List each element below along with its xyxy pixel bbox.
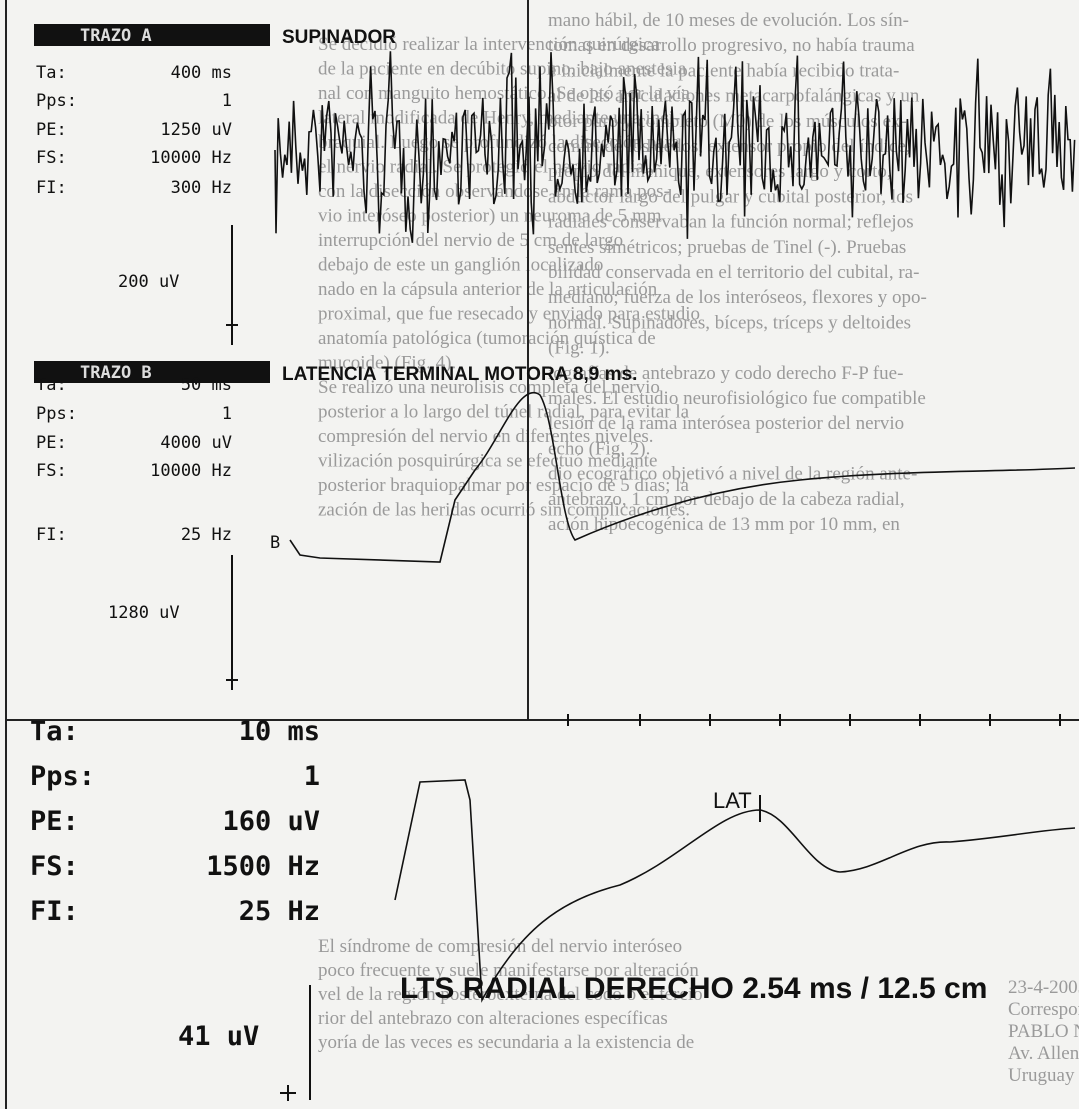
trace-title: LATENCIA TERMINAL MOTORA 8,9 ms.: [282, 364, 637, 385]
param-label: Ta:: [30, 716, 79, 747]
paragraph-line: rior del antebrazo con alteraciones espe…: [318, 1008, 668, 1029]
param-label: Pps:: [30, 761, 95, 792]
scale-label: 1280 uV: [108, 603, 180, 623]
param-value: 10000 Hz: [150, 461, 232, 481]
paragraph-line: males. El estudio neurofisiológico fue c…: [548, 388, 926, 409]
scale-label: 200 uV: [118, 272, 179, 292]
header-bar: [34, 24, 270, 46]
trace-title: SUPINADOR: [282, 27, 396, 48]
header-bar: [34, 361, 270, 383]
paragraph-line: lesión de la rama interósea posterior de…: [548, 413, 904, 434]
param-value: 10000 Hz: [150, 148, 232, 168]
param-value: 25 Hz: [239, 896, 320, 927]
paragraph-line: ación hipoecogénica de 13 mm por 10 mm, …: [548, 514, 900, 535]
param-label: FS:: [36, 148, 67, 168]
paragraph-line: radiales conservaban la función normal; …: [548, 212, 914, 233]
param-label: PE:: [36, 433, 67, 453]
param-value: 1: [222, 91, 232, 111]
param-value: 1500 Hz: [206, 851, 320, 882]
param-label: FI:: [36, 525, 67, 545]
param-value: 300 Hz: [171, 178, 232, 198]
paragraph-line: otor puro y completo (M0) de los músculo…: [548, 111, 907, 132]
paragraph-line: Uruguay 184: [1008, 1065, 1079, 1086]
paragraph-line: echo (Fig. 2).: [548, 438, 650, 459]
param-value: 4000 uV: [160, 433, 232, 453]
paragraph-line: yoría de las veces es secundaria a la ex…: [318, 1032, 694, 1053]
param-label: PE:: [36, 120, 67, 140]
param-label: FS:: [36, 461, 67, 481]
paragraph-line: mano hábil, de 10 meses de evolución. Lo…: [548, 10, 909, 31]
paragraph-line: Correspondencia:: [1008, 999, 1079, 1020]
param-value: 400 ms: [171, 63, 232, 83]
param-label: FI:: [36, 178, 67, 198]
paragraph-line: (Fig. 1).: [548, 338, 610, 359]
param-label: Ta:: [36, 63, 67, 83]
paragraph-line: Av. Allende: [1008, 1043, 1079, 1064]
trace-header: TRAZO A: [80, 26, 152, 46]
paragraph-line: tomas en desarrollo progresivo, no había…: [548, 35, 915, 56]
paragraph-line: sentes simétricos; pruebas de Tinel (-).…: [548, 237, 906, 258]
paragraph-line: e inicialmente la paciente había recibid…: [548, 60, 899, 81]
paragraph-line: bilidad conservada en el territorio del …: [548, 262, 919, 283]
param-label: FI:: [30, 896, 79, 927]
param-value: 160 uV: [222, 806, 320, 837]
paragraph-line: El síndrome de compresión del nervio int…: [318, 936, 682, 957]
param-value: 50 ms: [181, 375, 232, 395]
param-value: 1: [304, 761, 320, 792]
scale-label: 41 uV: [178, 1021, 259, 1052]
param-value: 10 ms: [239, 716, 320, 747]
paragraph-line: PABLO N. ORTIZ: [1008, 1021, 1079, 1042]
param-value: 25 Hz: [181, 525, 232, 545]
paragraph-line: dio ecográfico objetivó a nivel de la re…: [548, 464, 917, 485]
screenshot: Se decidió realizar la intervención quir…: [0, 0, 1079, 1109]
trace-marker: B: [270, 533, 280, 553]
trace-header: TRAZO B: [80, 363, 152, 383]
param-label: Ta:: [36, 375, 67, 395]
paragraph-line: normal. Supinadores, bíceps, tríceps y d…: [548, 312, 911, 333]
param-value: 1250 uV: [160, 120, 232, 140]
trace-marker: LAT: [713, 788, 752, 813]
param-label: Pps:: [36, 91, 77, 111]
paragraph-line: abductor largo del pulgar y cubital post…: [548, 186, 913, 207]
paragraph-line: mediano; fuerza de los interóseos, flexo…: [548, 287, 927, 308]
param-label: FS:: [30, 851, 79, 882]
paragraph-line: 23-4-2005: [1008, 977, 1079, 998]
param-label: Pps:: [36, 404, 77, 424]
param-value: 1: [222, 404, 232, 424]
param-label: PE:: [30, 806, 79, 837]
